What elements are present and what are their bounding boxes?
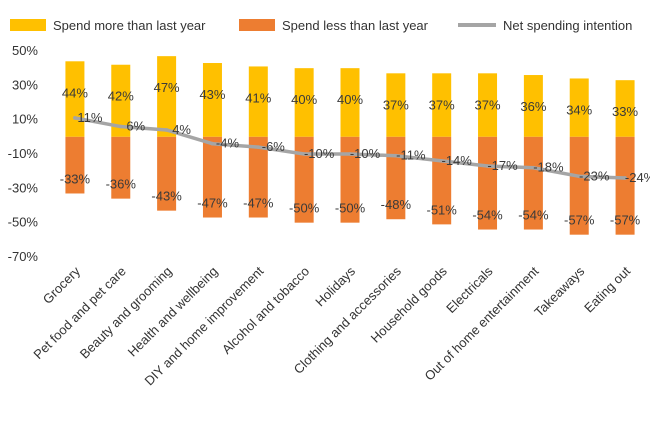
point-net-spending [302, 152, 306, 156]
data-label-net: -11% [396, 148, 426, 163]
legend-label-spend-less: Spend less than last year [282, 18, 429, 33]
data-label-spend-more: 47% [154, 80, 180, 95]
bar-spend-less [111, 136, 131, 199]
point-net-spending [210, 141, 215, 146]
y-tick-label: -50% [8, 215, 39, 230]
data-label-spend-less: -57% [610, 213, 641, 228]
data-label-spend-less: -43% [151, 189, 182, 204]
data-label-spend-more: 34% [566, 102, 592, 117]
data-label-spend-less: -48% [381, 197, 412, 212]
y-tick-label: -30% [8, 180, 39, 195]
data-label-net: -18% [533, 160, 564, 175]
data-label-spend-less: -47% [243, 196, 274, 211]
data-label-spend-more: 44% [62, 85, 88, 100]
bar-spend-less [478, 136, 498, 230]
data-label-net: 6% [126, 119, 145, 134]
y-tick-label: 50% [12, 43, 38, 58]
data-label-spend-more: 37% [475, 97, 501, 112]
data-label-spend-less: -50% [335, 201, 366, 216]
bar-spend-more [294, 68, 314, 137]
data-label-net: -14% [442, 153, 473, 168]
legend-swatch-spend-more [10, 19, 46, 31]
legend-swatch-spend-less [239, 19, 275, 31]
point-net-spending [256, 145, 261, 149]
data-label-spend-more: 40% [337, 92, 363, 107]
data-label-net: -23% [579, 168, 610, 183]
y-tick-label: 30% [12, 77, 38, 92]
point-net-spending [577, 174, 582, 179]
bar-spend-less [615, 136, 635, 235]
category-label: Alcohol and tobacco [219, 264, 312, 357]
data-label-net: -6% [262, 139, 286, 154]
data-label-spend-more: 36% [520, 99, 546, 114]
data-label-net: 11% [77, 110, 102, 125]
point-net-spending [118, 124, 123, 129]
bar-spend-more [615, 80, 635, 137]
data-label-spend-more: 42% [108, 89, 134, 104]
data-label-spend-less: -54% [518, 208, 549, 223]
bar-spend-more [202, 63, 222, 137]
category-label: Grocery [40, 263, 84, 307]
bar-spend-less [202, 136, 222, 218]
point-net-spending [531, 165, 536, 170]
data-label-spend-less: -47% [197, 196, 228, 211]
data-label-spend-less: -36% [106, 177, 137, 192]
legend-label-net: Net spending intention [503, 18, 632, 33]
data-label-spend-more: 41% [245, 90, 271, 105]
bar-spend-more [157, 56, 177, 137]
bar-spend-less [157, 136, 177, 211]
data-label-spend-less: -50% [289, 201, 320, 216]
point-net-spending [623, 176, 627, 180]
bar-spend-less [294, 136, 314, 223]
bar-spend-more [569, 78, 589, 137]
bar-spend-more [523, 75, 543, 137]
data-label-spend-less: -54% [472, 208, 503, 223]
data-label-spend-more: 33% [612, 104, 638, 119]
bar-spend-less [65, 136, 85, 194]
data-label-spend-more: 43% [199, 87, 225, 102]
data-label-net: -4% [216, 136, 240, 151]
legend-label-spend-more: Spend more than last year [53, 18, 206, 33]
category-label: Holidays [312, 263, 358, 309]
y-tick-label: -10% [8, 146, 39, 161]
point-net-spending [394, 153, 398, 158]
point-net-spending [348, 152, 352, 156]
data-label-spend-less: -57% [564, 213, 595, 228]
point-net-spending [73, 116, 77, 120]
bar-spend-more [478, 73, 498, 137]
point-net-spending [164, 128, 169, 132]
bar-spend-more [432, 73, 452, 137]
data-label-net: 4% [172, 122, 191, 137]
bar-spend-more [340, 68, 360, 137]
data-label-net: -10% [304, 146, 335, 161]
y-tick-label: -70% [8, 249, 39, 264]
bar-spend-less [248, 136, 268, 218]
data-label-spend-more: 37% [383, 97, 409, 112]
point-net-spending [485, 164, 490, 168]
bar-spend-less [523, 136, 543, 230]
bar-spend-more [111, 64, 131, 137]
bar-spend-more [248, 66, 268, 137]
category-label: Eating out [581, 263, 633, 315]
data-label-net: -17% [487, 158, 518, 173]
category-label: Takeaways [531, 263, 587, 319]
data-label-spend-more: 40% [291, 92, 317, 107]
bar-spend-less [569, 136, 589, 235]
data-label-spend-more: 37% [429, 97, 455, 112]
y-tick-label: 10% [12, 112, 38, 127]
point-net-spending [439, 159, 444, 163]
data-label-spend-less: -51% [427, 202, 458, 217]
bar-spend-more [386, 73, 406, 137]
data-label-spend-less: -33% [60, 171, 91, 186]
category-label: Health and wellbeing [125, 264, 221, 360]
data-label-net: -24% [625, 170, 650, 185]
bar-spend-less [340, 136, 360, 223]
data-label-net: -10% [350, 146, 381, 161]
